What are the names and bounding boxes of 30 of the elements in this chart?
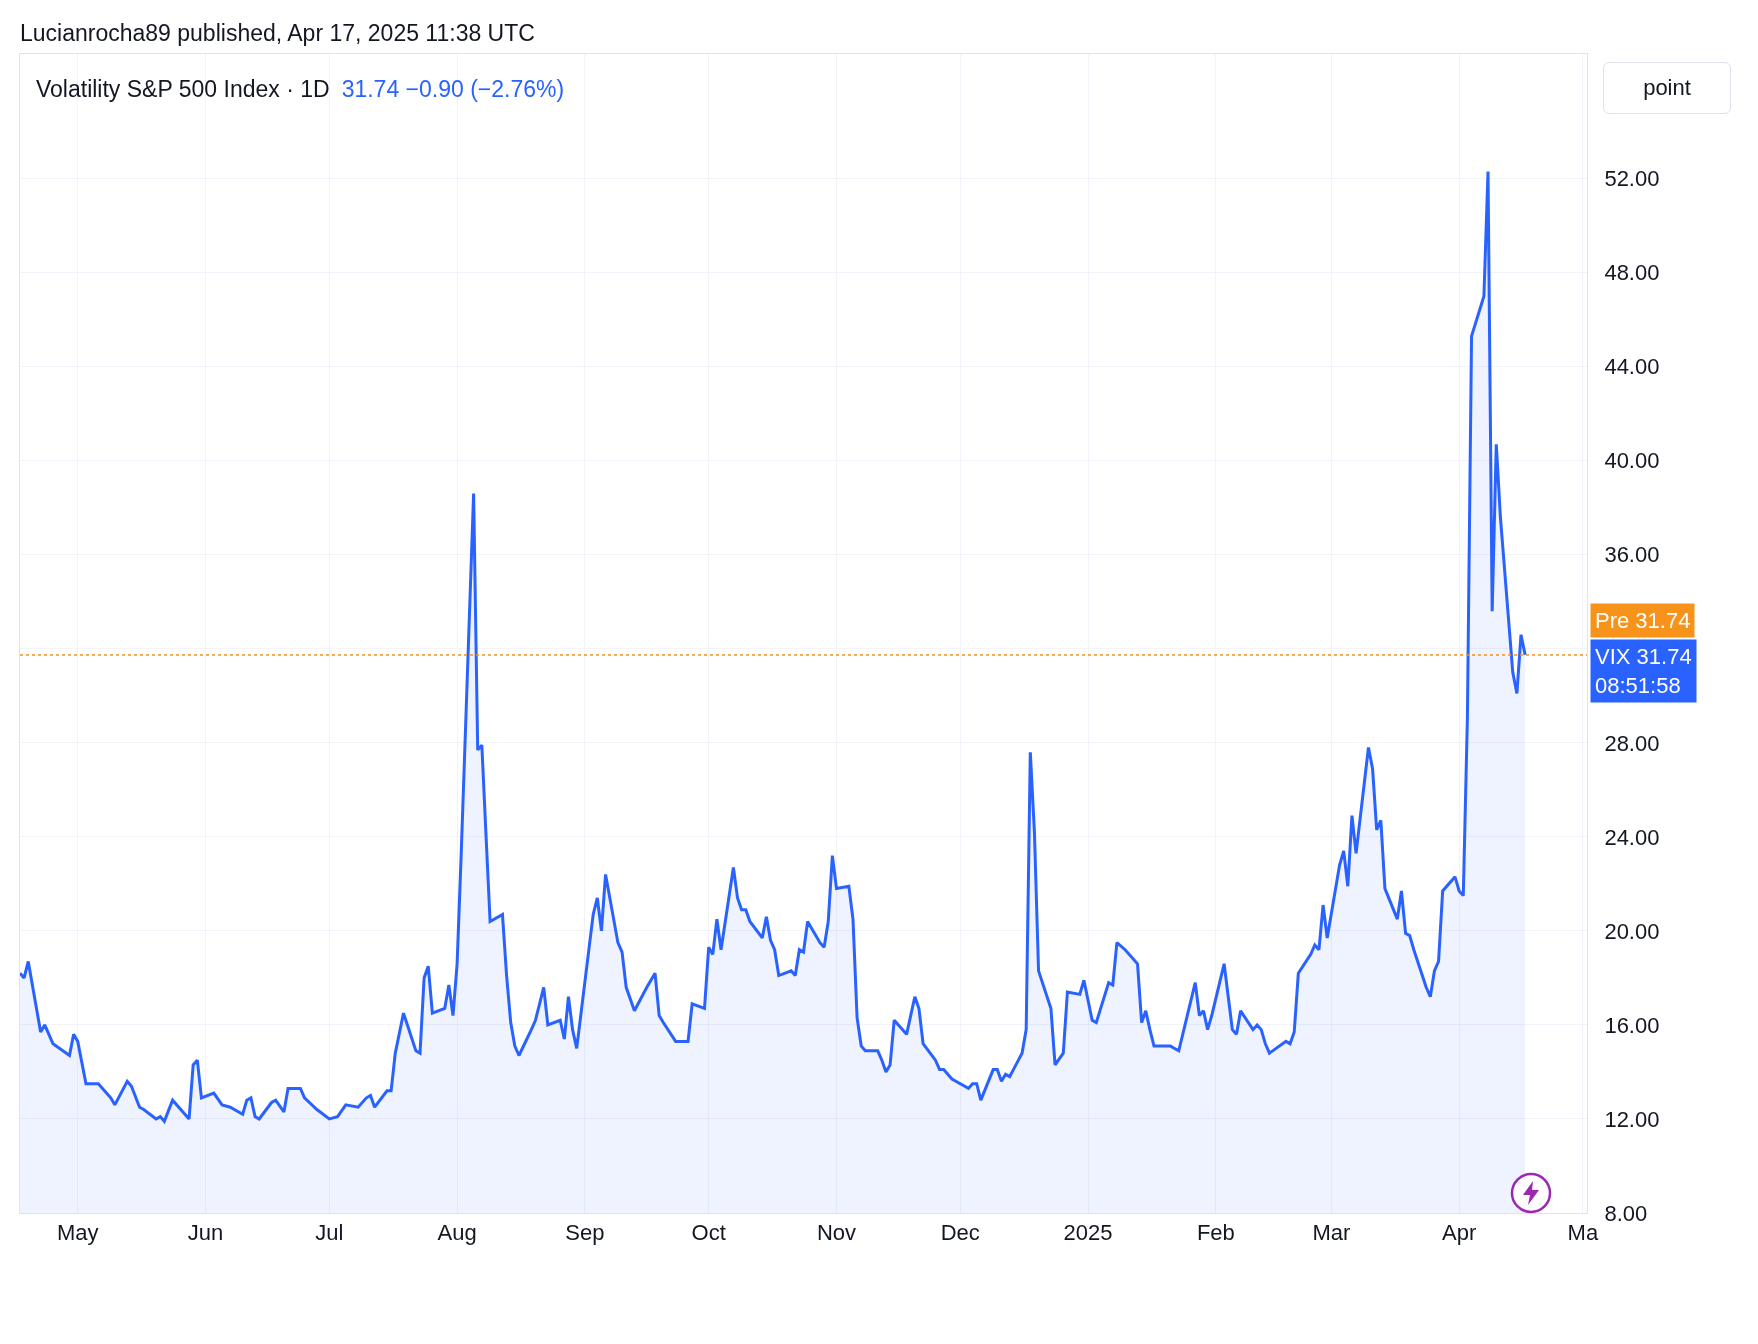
y-tick-label: 12.00 xyxy=(1604,1106,1660,1132)
x-tick-label: Apr xyxy=(1442,1220,1477,1246)
x-tick-label: Oct xyxy=(691,1220,726,1246)
x-tick-label: 2025 xyxy=(1063,1220,1113,1246)
text: point xyxy=(1603,62,1731,114)
ref-line-label: Pre 31.74 xyxy=(1595,608,1691,633)
y-tick-label: 20.00 xyxy=(1604,918,1660,944)
text: VIX 31.74 08:51:58 xyxy=(1595,644,1692,698)
x-tick-label: Aug xyxy=(437,1220,477,1246)
y-tick-label: 48.00 xyxy=(1604,260,1660,286)
y-tick-label: 44.00 xyxy=(1604,354,1660,380)
x-tick-label: Nov xyxy=(816,1220,857,1246)
x-tick-label: Sep xyxy=(565,1220,605,1246)
text: Lucianrocha89 published, Apr 17, 2025 11:38 UTC xyxy=(20,20,535,47)
y-tick-label: 36.00 xyxy=(1604,542,1660,568)
x-tick-label: Feb xyxy=(1196,1220,1235,1246)
y-tick-label: 28.00 xyxy=(1604,730,1660,756)
text: 31.74 −0.90 (−2.76%) xyxy=(341,76,565,102)
y-tick-label: 52.00 xyxy=(1604,166,1660,192)
x-tick-label: Jun xyxy=(187,1220,224,1246)
y-tick-label: 40.00 xyxy=(1604,448,1660,474)
x-tick-label: May xyxy=(56,1220,99,1246)
text: Volatility S&P 500 Index · 1D xyxy=(36,76,330,102)
x-tick-label: Dec xyxy=(940,1220,980,1246)
x-tick-label: Jul xyxy=(315,1220,344,1246)
y-tick-label: 24.00 xyxy=(1604,824,1660,850)
x-tick-label: Ma xyxy=(1567,1220,1599,1246)
y-tick-label: 8.00 xyxy=(1604,1200,1648,1226)
y-tick-label: 16.00 xyxy=(1604,1012,1660,1038)
x-tick-label: Mar xyxy=(1312,1220,1351,1246)
